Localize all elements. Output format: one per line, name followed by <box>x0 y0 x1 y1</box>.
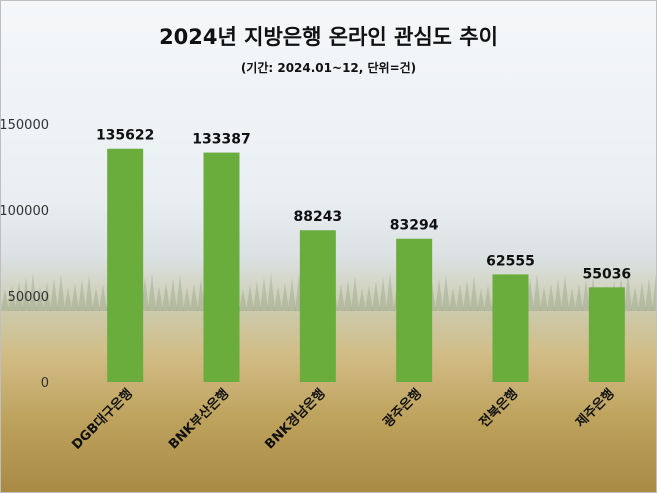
tree-silhouette <box>568 288 576 311</box>
tree-silhouette <box>190 283 198 311</box>
tree-silhouette <box>43 282 51 311</box>
tree-silhouette <box>484 285 492 311</box>
x-axis: DGB대구은행 BNK부산은행 BNK경남은행 광주은행 전북은행 제주은행 <box>69 386 618 453</box>
bar <box>299 230 336 382</box>
tree-silhouette <box>456 284 464 311</box>
tree-silhouette <box>386 273 394 311</box>
tree-silhouette <box>372 281 380 311</box>
tree-silhouette <box>575 284 583 311</box>
bar-series <box>107 148 625 382</box>
tree-silhouette <box>64 287 72 311</box>
data-label: 83294 <box>390 218 439 234</box>
tree-silhouette <box>8 285 16 311</box>
data-label: 88243 <box>293 209 342 225</box>
tree-silhouette <box>267 273 275 311</box>
tree-silhouette <box>260 277 268 311</box>
tree-silhouette <box>169 278 177 311</box>
bar <box>396 238 433 382</box>
tree-silhouette <box>29 273 37 311</box>
tree-silhouette <box>624 273 632 311</box>
tree-silhouette <box>274 286 282 311</box>
bar <box>492 274 529 382</box>
tree-silhouette <box>379 277 387 311</box>
tree-silhouette <box>176 274 184 311</box>
y-tick-label: 100000 <box>1 204 49 219</box>
tree-silhouette <box>533 274 541 311</box>
x-tick-label: BNK부산은행 <box>165 386 232 453</box>
bar <box>107 148 144 382</box>
data-label: 55036 <box>582 266 631 282</box>
data-label: 62555 <box>486 253 535 269</box>
x-tick-label: DGB대구은행 <box>69 386 136 453</box>
tree-silhouette <box>435 279 443 311</box>
tree-silhouette <box>554 279 562 311</box>
bar <box>203 152 240 382</box>
tree-silhouette <box>239 289 247 311</box>
tree-silhouette <box>463 280 471 311</box>
tree-silhouette <box>148 273 156 311</box>
tree-silhouette <box>351 276 359 311</box>
tree-silhouette <box>365 285 373 311</box>
y-axis: 0 50000 100000 150000 <box>1 118 49 391</box>
tree-silhouette <box>162 282 170 311</box>
tree-silhouette <box>15 281 23 311</box>
y-tick-label: 150000 <box>1 118 49 133</box>
tree-silhouette <box>183 287 191 311</box>
tree-silhouette <box>337 284 345 311</box>
tree-silhouette <box>547 283 555 311</box>
y-tick-label: 50000 <box>8 290 49 305</box>
tree-silhouette <box>22 277 30 311</box>
tree-silhouette <box>449 288 457 311</box>
tree-silhouette <box>71 283 79 311</box>
tree-silhouette <box>99 284 107 311</box>
tree-silhouette <box>470 276 478 311</box>
chart-subtitle: (기간: 2024.01~12, 단위=건) <box>240 61 417 75</box>
tree-silhouette <box>645 278 653 311</box>
x-tick-label: 전북은행 <box>476 386 521 431</box>
tree-silhouette <box>582 280 590 311</box>
tree-silhouette <box>561 275 569 311</box>
tree-silhouette <box>78 279 86 311</box>
x-tick-label: 제주은행 <box>573 386 618 431</box>
tree-silhouette <box>652 274 656 311</box>
data-label: 133387 <box>192 132 250 148</box>
y-tick-label: 0 <box>41 376 49 391</box>
tree-silhouette <box>631 286 639 311</box>
tree-silhouette <box>540 287 548 311</box>
tree-silhouette <box>85 275 93 311</box>
tree-silhouette <box>344 280 352 311</box>
chart-title: 2024년 지방은행 온라인 관심도 추이 <box>159 25 498 49</box>
tree-silhouette <box>92 288 100 311</box>
tree-silhouette <box>477 289 485 311</box>
tree-silhouette <box>281 282 289 311</box>
bar <box>588 287 625 382</box>
tree-silhouette <box>288 278 296 311</box>
tree-silhouette <box>253 281 261 311</box>
tree-silhouette <box>50 278 58 311</box>
tree-silhouette <box>155 286 163 311</box>
tree-silhouette <box>57 274 65 311</box>
x-tick-label: 광주은행 <box>380 386 425 431</box>
tree-silhouette <box>638 282 646 311</box>
tree-silhouette <box>442 275 450 311</box>
x-tick-label: BNK경남은행 <box>262 386 329 453</box>
data-labels: 135622 133387 88243 83294 62555 55036 <box>96 128 631 283</box>
tree-silhouette <box>1 289 9 311</box>
data-label: 135622 <box>96 128 154 144</box>
tree-silhouette <box>246 285 254 311</box>
tree-silhouette <box>358 289 366 311</box>
tree-silhouette <box>197 279 205 311</box>
tree-silhouette <box>36 286 44 311</box>
